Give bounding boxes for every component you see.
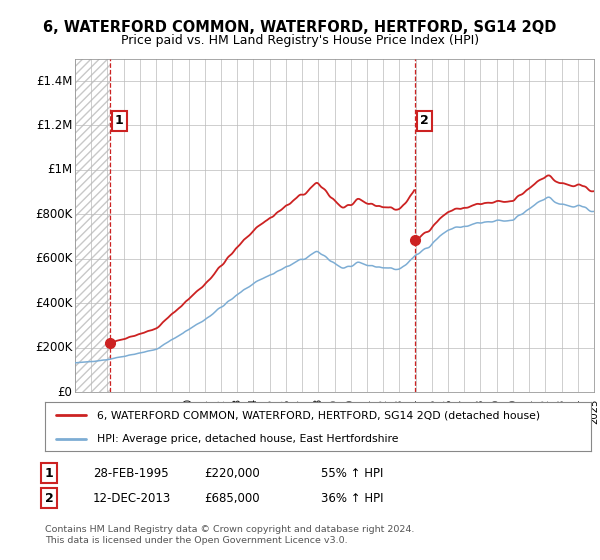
Text: 1: 1 bbox=[115, 114, 124, 128]
Text: 1: 1 bbox=[45, 466, 53, 480]
Text: 2: 2 bbox=[45, 492, 53, 505]
Text: HPI: Average price, detached house, East Hertfordshire: HPI: Average price, detached house, East… bbox=[97, 435, 398, 445]
Text: £400K: £400K bbox=[35, 297, 73, 310]
Text: £600K: £600K bbox=[35, 252, 73, 265]
Text: 2: 2 bbox=[420, 114, 428, 128]
Text: 55% ↑ HPI: 55% ↑ HPI bbox=[321, 466, 383, 480]
Bar bbox=[75, 59, 110, 392]
Text: 28-FEB-1995: 28-FEB-1995 bbox=[93, 466, 169, 480]
Text: £1.4M: £1.4M bbox=[36, 74, 73, 87]
Text: £1M: £1M bbox=[47, 164, 73, 176]
Text: Contains HM Land Registry data © Crown copyright and database right 2024.
This d: Contains HM Land Registry data © Crown c… bbox=[45, 525, 415, 545]
Text: 6, WATERFORD COMMON, WATERFORD, HERTFORD, SG14 2QD: 6, WATERFORD COMMON, WATERFORD, HERTFORD… bbox=[43, 20, 557, 35]
Text: £1.2M: £1.2M bbox=[36, 119, 73, 132]
Text: £685,000: £685,000 bbox=[204, 492, 260, 505]
Text: £800K: £800K bbox=[35, 208, 73, 221]
Text: 12-DEC-2013: 12-DEC-2013 bbox=[93, 492, 171, 505]
Text: £0: £0 bbox=[58, 385, 73, 399]
Text: Price paid vs. HM Land Registry's House Price Index (HPI): Price paid vs. HM Land Registry's House … bbox=[121, 34, 479, 46]
Text: 36% ↑ HPI: 36% ↑ HPI bbox=[321, 492, 383, 505]
Text: £200K: £200K bbox=[35, 341, 73, 354]
Text: £220,000: £220,000 bbox=[204, 466, 260, 480]
Text: 6, WATERFORD COMMON, WATERFORD, HERTFORD, SG14 2QD (detached house): 6, WATERFORD COMMON, WATERFORD, HERTFORD… bbox=[97, 410, 540, 421]
